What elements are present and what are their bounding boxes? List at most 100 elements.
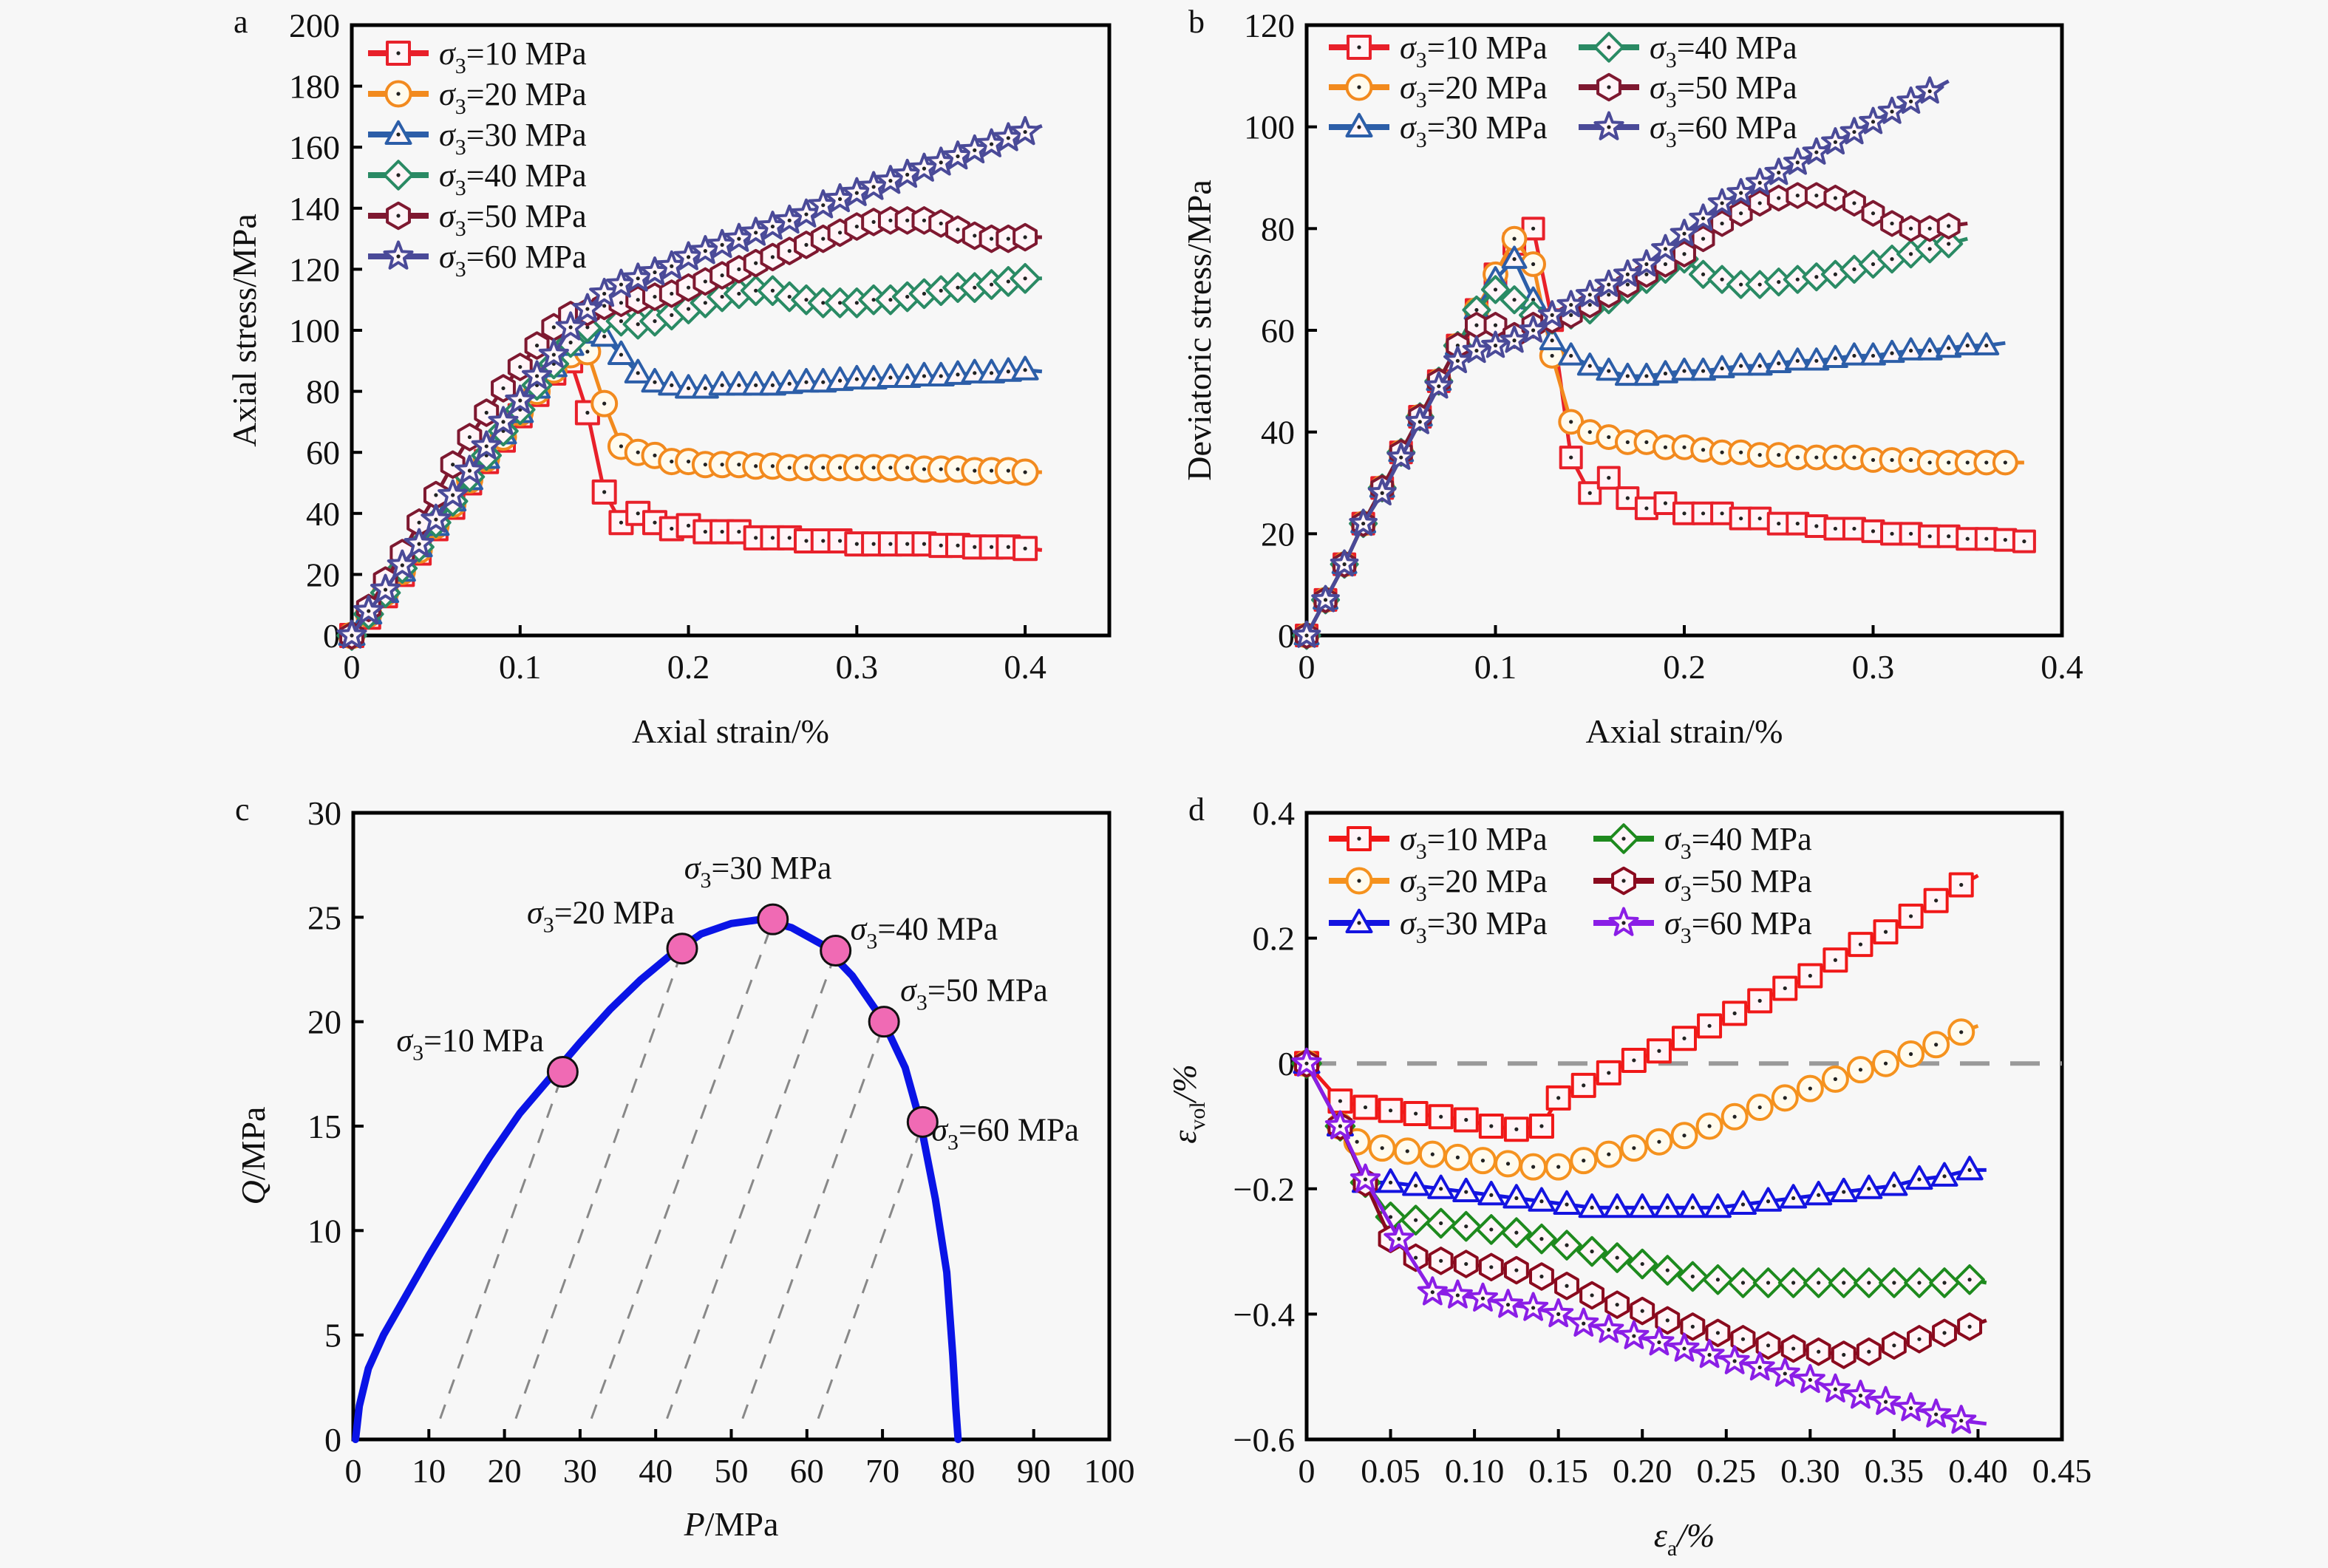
x-tick-label: 0.2: [1663, 648, 1706, 686]
data-point-center-dot: [1644, 262, 1649, 267]
data-point-center-dot: [973, 545, 977, 549]
data-point-center-dot: [1464, 1117, 1468, 1122]
data-point-center-dot: [1590, 1293, 1594, 1298]
data-point-center-dot: [1625, 282, 1630, 287]
data-point-center-dot: [1740, 1337, 1746, 1341]
data-point-center-dot: [670, 291, 674, 296]
legend-marker-center-dot: [1357, 85, 1361, 89]
x-axis-title-symbol: P: [684, 1505, 705, 1543]
data-point-center-dot: [854, 466, 859, 470]
data-point-center-dot: [1927, 226, 1932, 231]
data-point-center-dot: [1489, 1265, 1494, 1269]
legend-label-value: =50 MPa: [466, 198, 587, 234]
legend-label: σ3=30 MPa: [1400, 905, 1548, 948]
data-point-center-dot: [1732, 1114, 1737, 1119]
data-point-center-dot: [956, 285, 960, 290]
data-point-center-dot: [1338, 1099, 1343, 1103]
data-point-center-dot: [888, 466, 893, 470]
data-point-center-dot: [1883, 1061, 1888, 1066]
data-point-center-dot: [1757, 1105, 1762, 1110]
data-point-center-dot: [1587, 364, 1592, 368]
data-point-center-dot: [787, 249, 792, 253]
data-point-center-dot: [1766, 1281, 1771, 1285]
data-point-center-dot: [922, 374, 927, 378]
data-point-center-dot: [1852, 201, 1856, 205]
data-point-center-dot: [1715, 1205, 1721, 1210]
data-point-center-dot: [1607, 369, 1611, 373]
data-point-center-dot: [1701, 511, 1706, 516]
dashed-guide-line: [590, 929, 772, 1419]
data-point-center-dot: [1644, 506, 1649, 511]
data-point-center-dot: [1607, 1328, 1611, 1332]
data-point-center-dot: [956, 467, 960, 471]
data-point-center-dot: [1512, 338, 1517, 343]
legend-marker-center-dot: [1607, 45, 1611, 50]
legend-item: σ3=30 MPa: [368, 117, 587, 160]
data-point-center-dot: [1808, 1086, 1812, 1091]
data-point-center-dot: [1682, 231, 1687, 236]
legend-marker: [384, 120, 412, 145]
data-point-center-dot: [1867, 1349, 1871, 1354]
x-tick-label: 0.2: [667, 648, 710, 686]
data-point-center-dot: [1363, 1177, 1368, 1182]
peak-point: [906, 1105, 939, 1138]
legend-item: σ3=40 MPa: [368, 157, 587, 200]
legend-label-value: =20 MPa: [466, 76, 587, 112]
data-point-center-dot: [653, 294, 657, 299]
data-point-center-dot: [703, 463, 707, 467]
data-point-center-dot: [905, 172, 910, 177]
legend-label-subscript: 3: [1681, 839, 1692, 864]
data-point-center-dot: [1909, 531, 1913, 536]
data-point: [1011, 355, 1039, 381]
data-point-center-dot: [888, 375, 893, 380]
data-point-center-dot: [1959, 1030, 1964, 1034]
data-point-center-dot: [1006, 468, 1010, 473]
data-point-center-dot: [1582, 1159, 1586, 1163]
x-tick-label: 50: [715, 1452, 749, 1490]
series-line: [1304, 1063, 1987, 1210]
data-point-center-dot: [1732, 1011, 1737, 1015]
x-axis-title: Axial strain/%: [1586, 712, 1783, 750]
data-point-center-dot: [989, 545, 994, 549]
data-point-center-dot: [1399, 455, 1403, 460]
data-point-center-dot: [1512, 236, 1517, 241]
data-point-center-dot: [1842, 1190, 1846, 1194]
data-point-center-dot: [1967, 1278, 1972, 1282]
legend-item: σ3=40 MPa: [1579, 30, 1797, 72]
y-axis-title: εvol/%: [1165, 1064, 1210, 1144]
legend-label-symbol: σ: [1664, 821, 1682, 857]
x-tick-label: 0.40: [1948, 1452, 2008, 1490]
data-point-center-dot: [1777, 521, 1781, 526]
data-point-center-dot: [1783, 986, 1787, 991]
data-point: [1377, 1168, 1405, 1193]
x-tick-label: 0.35: [1865, 1452, 1924, 1490]
legend-marker-center-dot: [1357, 45, 1361, 50]
data-point-center-dot: [1720, 511, 1724, 516]
data-point-center-dot: [1871, 457, 1876, 463]
data-point-center-dot: [1740, 1281, 1746, 1285]
data-point-center-dot: [1739, 282, 1743, 287]
data-point-center-dot: [417, 542, 421, 546]
legend-label-value: =30 MPa: [1427, 109, 1548, 146]
y-tick-label: 0: [323, 617, 340, 655]
data-point-center-dot: [837, 301, 843, 305]
data-point-center-dot: [1582, 1083, 1586, 1088]
data-point-center-dot: [1437, 384, 1441, 389]
data-point-center-dot: [1414, 1255, 1418, 1260]
data-point: [658, 371, 686, 396]
data-point-center-dot: [1663, 262, 1668, 267]
data-point-center-dot: [602, 490, 607, 494]
data-point-center-dot: [1455, 1293, 1460, 1298]
data-point-center-dot: [686, 386, 691, 391]
data-point-center-dot: [1867, 1281, 1871, 1285]
data-point-center-dot: [1493, 287, 1498, 292]
x-tick-label: 0.30: [1780, 1452, 1840, 1490]
data-point-center-dot: [1909, 1406, 1913, 1411]
y-tick-label: 5: [324, 1317, 341, 1354]
data-point-center-dot: [703, 301, 707, 305]
data-point-center-dot: [1607, 1071, 1611, 1075]
data-point-center-dot: [1795, 277, 1800, 282]
point-annotation-symbol: σ: [527, 895, 545, 931]
legend-label-symbol: σ: [1400, 69, 1417, 106]
